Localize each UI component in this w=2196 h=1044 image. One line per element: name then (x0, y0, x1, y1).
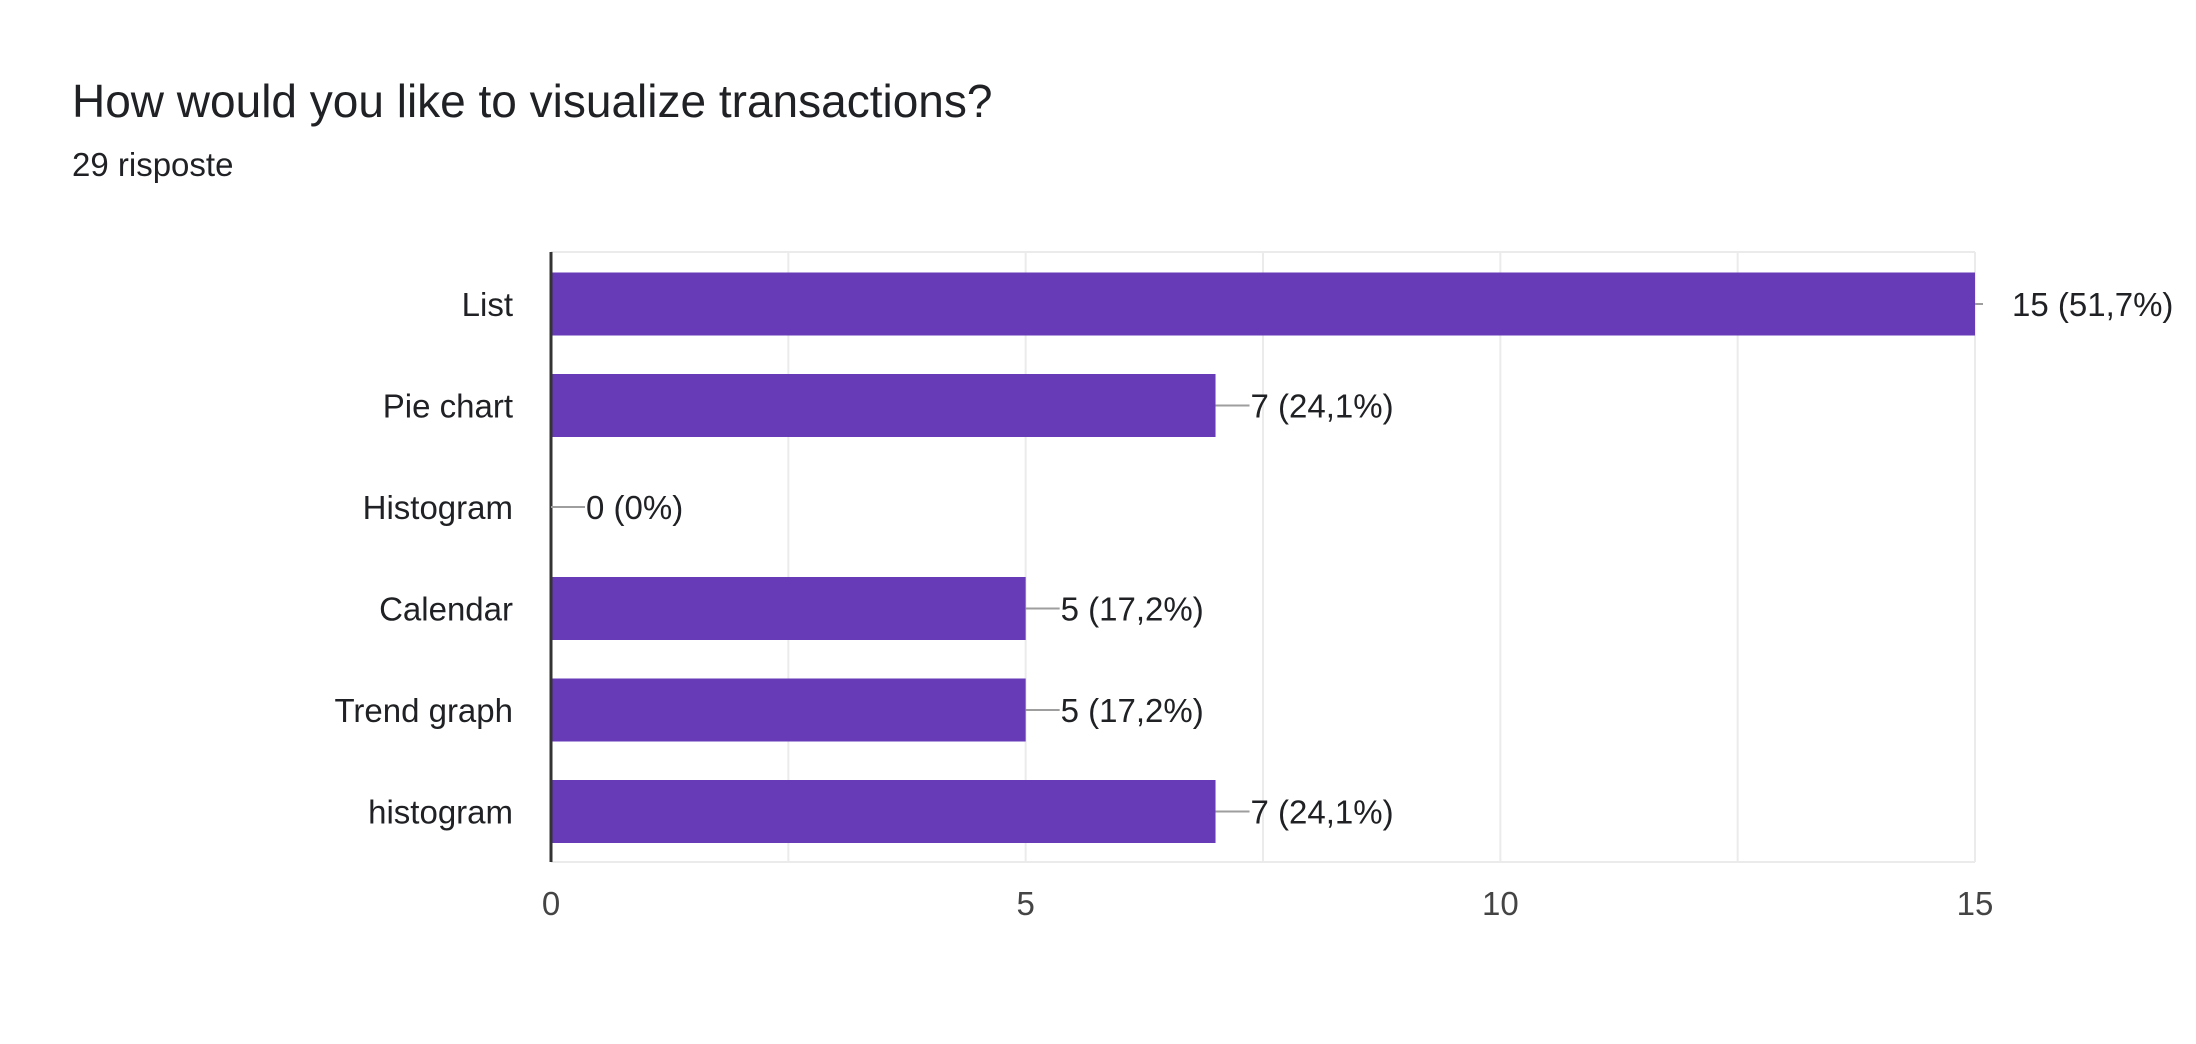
response-count: 29 risposte (72, 146, 234, 183)
category-label: histogram (368, 794, 513, 831)
bar[interactable] (551, 780, 1216, 843)
grid-lines (551, 251, 1976, 863)
labels: 15 (51,7%) List 7 (24,1%) Pie chart 0 (0%) Hi… (334, 286, 2173, 831)
data-label: 5 (17,2%) (1061, 692, 1204, 729)
bar[interactable] (551, 577, 1026, 640)
category-label: List (462, 286, 513, 323)
bar[interactable] (551, 272, 1975, 336)
axes: 0 5 10 15 (542, 252, 1994, 922)
x-tick-label: 15 (1957, 885, 1994, 922)
bars (551, 272, 1975, 843)
x-tick-label: 0 (542, 885, 560, 922)
data-label: 5 (17,2%) (1061, 591, 1204, 628)
bar[interactable] (551, 678, 1026, 742)
data-label: 7 (24,1%) (1251, 794, 1394, 831)
data-label: 7 (24,1%) (1251, 388, 1394, 425)
x-tick-label: 10 (1482, 885, 1519, 922)
bar[interactable] (551, 374, 1216, 437)
data-label: 15 (51,7%) (2012, 286, 2173, 323)
category-label: Histogram (363, 489, 513, 526)
category-label: Trend graph (334, 692, 513, 729)
category-label: Calendar (379, 591, 513, 628)
data-label: 0 (0%) (586, 489, 683, 526)
chart-title: How would you like to visualize transact… (72, 75, 993, 127)
x-tick-label: 5 (1016, 885, 1034, 922)
category-label: Pie chart (383, 388, 513, 425)
